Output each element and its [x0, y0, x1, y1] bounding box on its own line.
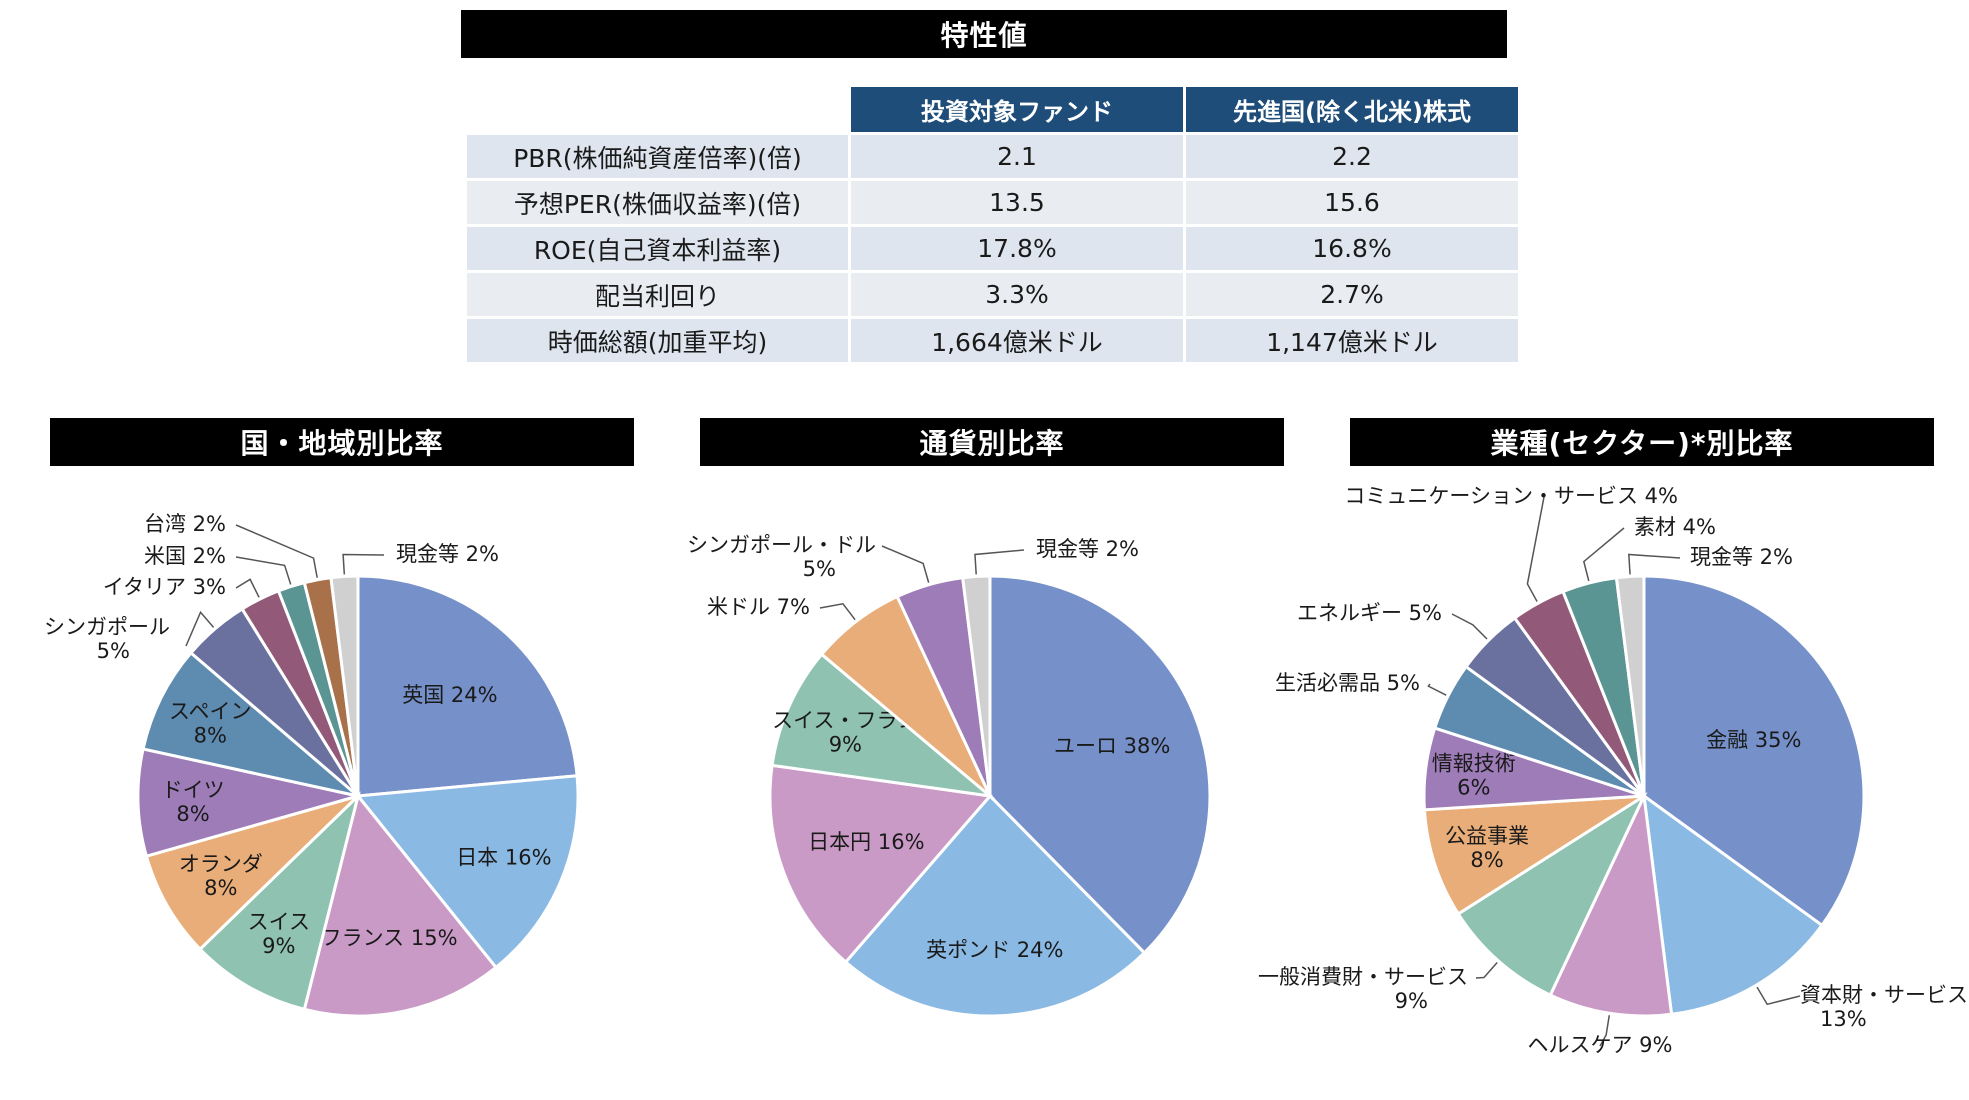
pie-slice-label: スイス 9% [248, 910, 310, 958]
row-fund-value: 3.3% [851, 273, 1183, 316]
row-benchmark-value: 16.8% [1186, 227, 1518, 270]
leader-line [1526, 496, 1545, 602]
table-row: ROE(自己資本利益率) 17.8% 16.8% [467, 227, 1518, 270]
leader-line [881, 545, 930, 583]
pie-slice [355, 774, 580, 970]
pie-slice-label: 公益事業 8% [1445, 824, 1529, 872]
row-label: 予想PER(株価収益率)(倍) [467, 181, 848, 224]
leader-line [974, 549, 1025, 575]
leader-line [235, 556, 292, 585]
country-pie: 英国 24% 日本 16% フランス 15% スイス 9% オランダ 8% ドイツ 8% スペイン… [44, 512, 580, 1018]
pie-slice-label: フランス 15% [321, 926, 458, 950]
row-benchmark-value: 1,147億米ドル [1186, 319, 1518, 362]
pie-slice-label: オランダ 8% [179, 852, 263, 900]
pie-slice-label: 現金等 2% [1690, 545, 1793, 569]
sector-pie: 金融 35% 資本財・サービス 13% ヘルスケア 9% 一般消費財・サービス 9% 公益事… [1258, 484, 1968, 1057]
row-fund-value: 17.8% [851, 227, 1183, 270]
pie-slice-label: 日本 16% [456, 846, 551, 870]
table-header-fund: 投資対象ファンド [851, 87, 1183, 132]
row-label: 時価総額(加重平均) [467, 319, 848, 362]
pie-slice-label: 生活必需品 5% [1275, 671, 1420, 695]
pie-slice-label: シンガポール・ドル 5% [687, 533, 876, 581]
pie-slice [144, 794, 360, 952]
pie-slice-label: ドイツ 8% [162, 778, 225, 826]
pie-slice [1422, 794, 1645, 916]
currency-pie-title: 通貨別比率 [700, 418, 1284, 466]
pie-slice-label: 一般消費財・サービス 9% [1258, 965, 1468, 1013]
pie-slice-label: 金融 35% [1706, 728, 1801, 752]
pie-slice-label: ユーロ 38% [1054, 734, 1170, 758]
row-label: PBR(株価純資産倍率)(倍) [467, 135, 848, 178]
pie-slice-label: 日本円 16% [808, 830, 924, 854]
pie-slice [988, 574, 1212, 955]
currency-pie: ユーロ 38% 英ポンド 24% 日本円 16% スイス・フラン 9% 米ドル 7% シンガ… [687, 533, 1212, 1018]
leader-line [1451, 613, 1488, 640]
row-benchmark-value: 2.2 [1186, 135, 1518, 178]
pie-slice [136, 747, 359, 859]
pie-slice [197, 791, 361, 1012]
pie-slice-label: 英国 24% [402, 683, 497, 707]
pie-slice-label: ヘルスケア 9% [1528, 1033, 1673, 1057]
characteristics-table: 投資対象ファンド 先進国(除く北米)株式 PBR(株価純資産倍率)(倍) 2.1… [464, 84, 1521, 365]
leader-line [819, 602, 856, 621]
pie-slice [768, 763, 993, 965]
pie-slice-label: コミュニケーション・サービス 4% [1344, 484, 1678, 508]
leader-line [235, 578, 260, 598]
row-label: ROE(自己資本利益率) [467, 227, 848, 270]
row-fund-value: 13.5 [851, 181, 1183, 224]
pie-slice [1456, 791, 1648, 998]
row-benchmark-value: 15.6 [1186, 181, 1518, 224]
table-header-row: 投資対象ファンド 先進国(除く北米)株式 [467, 87, 1518, 132]
row-benchmark-value: 2.7% [1186, 273, 1518, 316]
leader-line [1599, 1015, 1611, 1047]
pie-slice-label: 素材 4% [1634, 515, 1716, 539]
pie-slice-label: スペイン 8% [169, 699, 252, 747]
pie-slice [1642, 792, 1825, 1016]
leader-line [1427, 683, 1447, 696]
pie-slice-label: 現金等 2% [396, 542, 499, 566]
leader-line [1475, 962, 1498, 979]
pie-slice-label: 米ドル 7% [707, 595, 810, 619]
characteristics-title: 特性値 [461, 10, 1507, 58]
pie-slice-label: エネルギー 5% [1297, 601, 1442, 625]
table-row: 配当利回り 3.3% 2.7% [467, 273, 1518, 316]
pie-slice [329, 574, 360, 797]
leader-line [1756, 986, 1801, 1006]
row-fund-value: 2.1 [851, 135, 1183, 178]
leader-line [1628, 553, 1681, 575]
pie-slice-label: スイス・フラン 9% [772, 708, 918, 756]
table-row: PBR(株価純資産倍率)(倍) 2.1 2.2 [467, 135, 1518, 178]
sector-pie-title: 業種(セクター)*別比率 [1350, 418, 1934, 466]
pie-slice-label: 情報技術 6% [1432, 751, 1516, 799]
leader-line [235, 524, 318, 578]
pie-slice [1614, 574, 1646, 797]
pie-slice [302, 792, 499, 1018]
pie-slice-label: シンガポール 5% [44, 615, 170, 663]
pie-slice [141, 650, 359, 798]
pie-slice-label: 米国 2% [144, 544, 226, 568]
row-fund-value: 1,664億米ドル [851, 319, 1183, 362]
pie-slice-label: イタリア 3% [103, 575, 226, 599]
table-row: 予想PER(株価収益率)(倍) 13.5 15.6 [467, 181, 1518, 224]
country-pie-title: 国・地域別比率 [50, 418, 634, 466]
pie-slice [1548, 790, 1674, 1018]
pie-slice [770, 652, 995, 799]
pie-slice [1642, 574, 1866, 928]
pie-slice [961, 574, 992, 797]
pie-slice [356, 574, 579, 798]
table-header-benchmark: 先進国(除く北米)株式 [1186, 87, 1518, 132]
pie-slice [843, 793, 1147, 1018]
table-row: 時価総額(加重平均) 1,664億米ドル 1,147億米ドル [467, 319, 1518, 362]
row-label: 配当利回り [467, 273, 848, 316]
leader-line [1582, 527, 1625, 582]
leader-line [185, 610, 215, 647]
pie-slice-label: 英ポンド 24% [926, 938, 1063, 962]
pie-slice-label: 資本財・サービス 13% [1800, 983, 1968, 1031]
pie-slice-label: 台湾 2% [144, 512, 226, 536]
leader-line [342, 553, 385, 575]
pie-slice-label: 現金等 2% [1036, 537, 1139, 561]
